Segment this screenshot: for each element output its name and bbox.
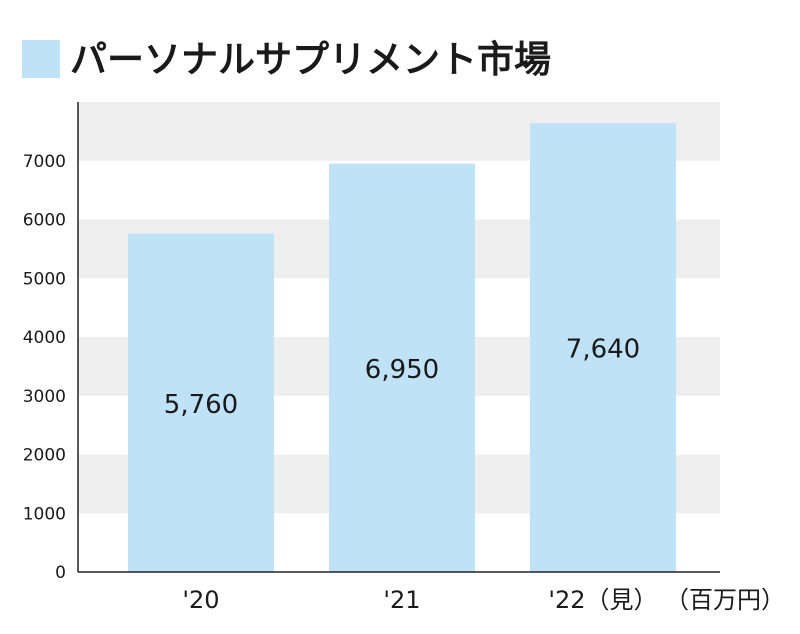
x-tick-label: '21 — [383, 586, 420, 614]
title-marker-square — [22, 40, 60, 78]
unit-label: （百万円） — [665, 586, 785, 614]
data-label: 6,950 — [365, 355, 439, 385]
y-tick-label: 0 — [55, 563, 66, 583]
bar — [329, 163, 475, 572]
bars-group — [128, 123, 676, 573]
y-tick-label: 7000 — [23, 152, 66, 172]
x-tick-label: '20 — [182, 586, 219, 614]
x-tick-label: '22（見） — [548, 586, 657, 614]
bar — [128, 233, 274, 572]
y-tick-label: 4000 — [23, 328, 66, 348]
y-tick-labels: 0 1000 2000 3000 4000 5000 6000 7000 — [23, 152, 66, 583]
data-label: 7,640 — [566, 335, 640, 365]
x-tick-labels: '20 '21 '22（見） — [182, 586, 657, 614]
y-tick-label: 2000 — [23, 446, 66, 466]
y-tick-label: 6000 — [23, 211, 66, 231]
data-label: 5,760 — [164, 390, 238, 420]
y-tick-label: 5000 — [23, 269, 66, 289]
y-tick-label: 3000 — [23, 387, 66, 407]
bar — [530, 123, 676, 573]
data-labels: 5,760 6,950 7,640 — [164, 335, 640, 420]
chart-title: パーソナルサプリメント市場 — [70, 38, 551, 81]
axes-group — [77, 102, 720, 573]
y-tick-label: 1000 — [23, 504, 66, 524]
